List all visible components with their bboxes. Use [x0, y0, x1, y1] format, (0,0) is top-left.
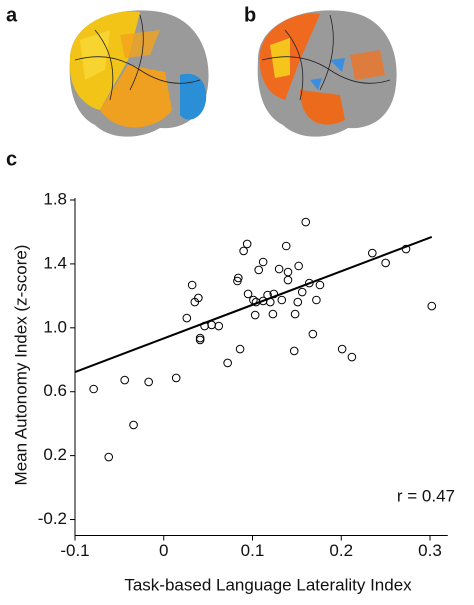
panel-label: c: [6, 148, 17, 170]
data-point: [427, 301, 437, 311]
y-tick-label: 0.2: [43, 445, 67, 464]
x-tick-label: 0.1: [241, 541, 265, 560]
brain-image-a: [69, 10, 209, 137]
x-axis-label: Task-based Language Laterality Index: [124, 575, 412, 594]
data-point: [243, 289, 253, 299]
panel-label: b: [244, 4, 256, 26]
data-point: [249, 295, 258, 305]
data-point: [254, 265, 264, 275]
y-axis-label: Mean Autonomy Index (z-score): [11, 245, 30, 486]
x-tick-label: 0.2: [329, 541, 353, 560]
y-tick-label: -0.2: [38, 509, 67, 528]
data-point: [337, 344, 347, 354]
data-point: [195, 333, 205, 343]
data-point: [89, 384, 98, 394]
data-point: [277, 295, 287, 305]
data-point: [312, 295, 321, 305]
data-point: [315, 280, 325, 290]
data-point: [308, 329, 318, 339]
data-point: [214, 321, 224, 331]
y-tick-label: 0.6: [43, 381, 67, 400]
data-point: [129, 420, 138, 430]
data-point: [182, 313, 192, 323]
x-tick-label: 0.3: [418, 541, 442, 560]
data-point: [297, 287, 307, 297]
data-point: [269, 289, 279, 299]
data-point: [401, 244, 411, 254]
data-point: [283, 267, 293, 277]
data-point: [301, 217, 311, 227]
data-point: [268, 309, 278, 319]
x-tick-label: -0.1: [60, 541, 89, 560]
data-point: [187, 280, 197, 290]
data-point: [223, 358, 232, 368]
y-tick-label: 1.4: [43, 253, 67, 272]
data-point: [368, 248, 377, 258]
data-point: [235, 344, 245, 354]
data-point: [195, 335, 205, 345]
data-point: [347, 352, 357, 362]
data-point: [281, 241, 291, 251]
data-point: [305, 278, 314, 288]
brain-image-b: [257, 10, 397, 137]
data-point: [120, 375, 129, 385]
x-tick-label: 0: [159, 541, 168, 560]
data-point: [289, 346, 299, 356]
data-point: [171, 373, 181, 383]
annotation: r = 0.47: [397, 486, 455, 505]
data-point: [104, 452, 114, 462]
data-point: [250, 310, 260, 320]
data-point: [293, 297, 303, 307]
data-point: [234, 273, 243, 283]
data-point: [207, 320, 216, 330]
y-tick-label: 1.8: [43, 189, 67, 208]
data-point: [283, 275, 293, 285]
data-point: [242, 239, 252, 249]
data-point: [239, 246, 248, 256]
data-point: [144, 377, 153, 387]
data-point: [274, 264, 284, 274]
data-point: [265, 297, 275, 307]
data-point: [294, 261, 303, 271]
panel-label: a: [6, 4, 18, 26]
data-point: [258, 257, 268, 267]
data-point: [194, 293, 203, 303]
data-point: [381, 258, 390, 268]
y-tick-label: 1.0: [43, 317, 67, 336]
data-point: [290, 309, 300, 319]
